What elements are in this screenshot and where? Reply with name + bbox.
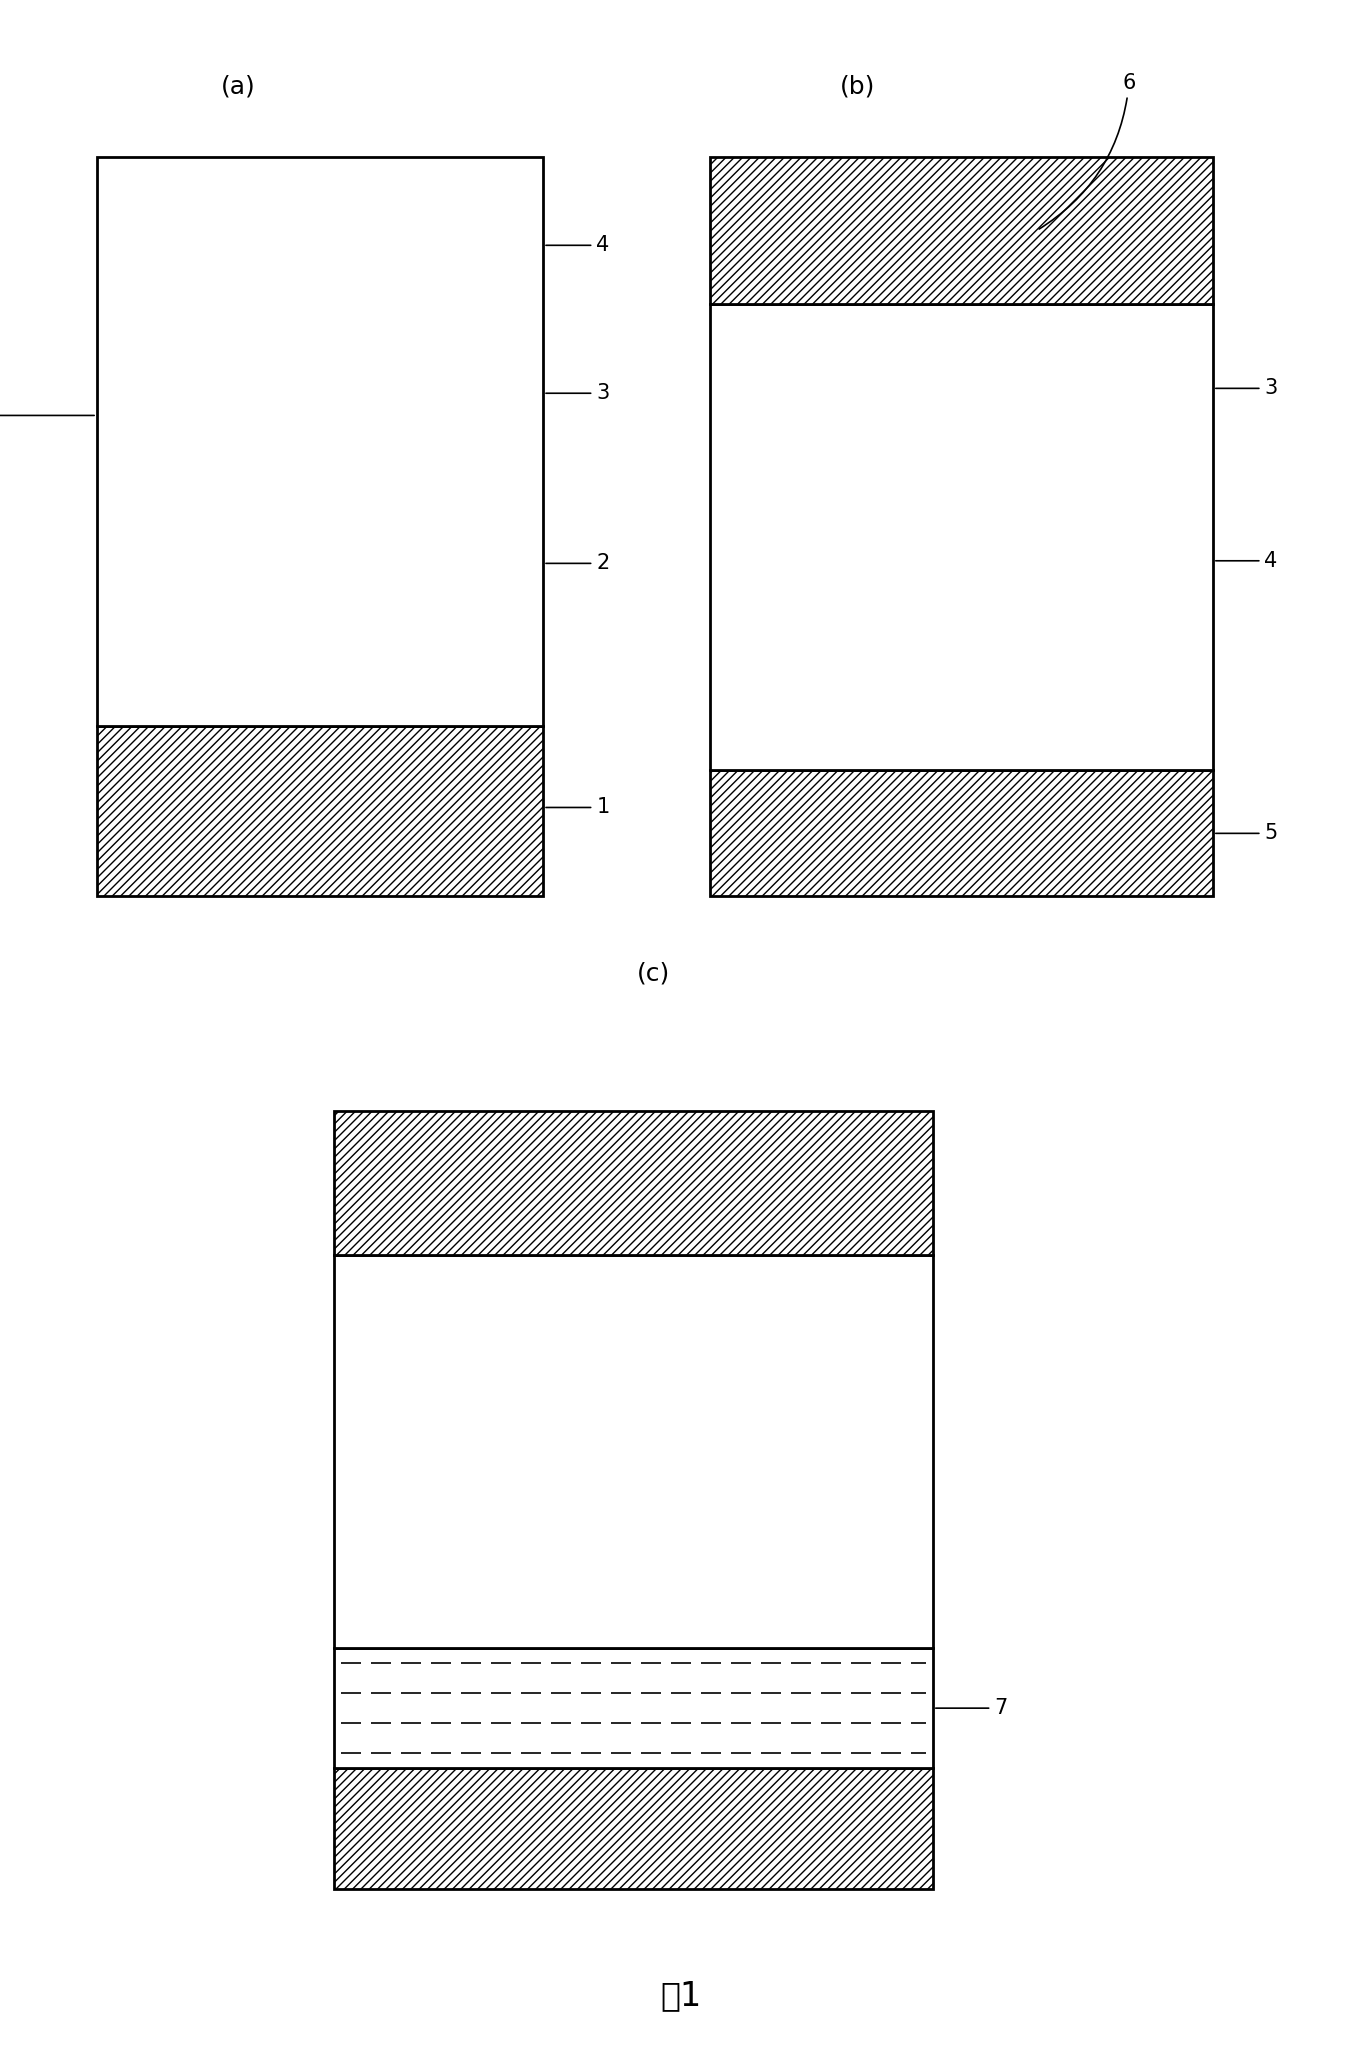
Text: 3: 3 — [546, 383, 610, 404]
Bar — [710, 156, 1214, 305]
Bar — [334, 1111, 933, 1254]
Text: 3: 3 — [1216, 379, 1278, 398]
Bar — [334, 1768, 933, 1889]
Bar — [334, 1768, 933, 1889]
Bar — [710, 770, 1214, 895]
Text: (a): (a) — [221, 74, 256, 98]
Bar — [710, 156, 1214, 305]
Text: 7: 7 — [936, 1699, 1008, 1719]
Text: 1: 1 — [546, 797, 610, 818]
Text: 2: 2 — [546, 553, 610, 574]
Bar — [334, 1111, 933, 1254]
Text: 6: 6 — [1039, 72, 1136, 229]
Bar — [334, 1254, 933, 1647]
Bar — [710, 770, 1214, 895]
Text: 4: 4 — [546, 236, 610, 256]
Bar — [97, 156, 543, 725]
Text: 5: 5 — [0, 406, 94, 426]
Text: 4: 4 — [1216, 551, 1278, 572]
Bar — [97, 725, 543, 895]
Text: 5: 5 — [1216, 824, 1278, 844]
Text: 图1: 图1 — [661, 1979, 701, 2012]
Bar — [710, 305, 1214, 770]
Bar — [334, 1647, 933, 1768]
Text: (b): (b) — [840, 74, 876, 98]
Bar — [97, 725, 543, 895]
Text: (c): (c) — [637, 961, 670, 986]
